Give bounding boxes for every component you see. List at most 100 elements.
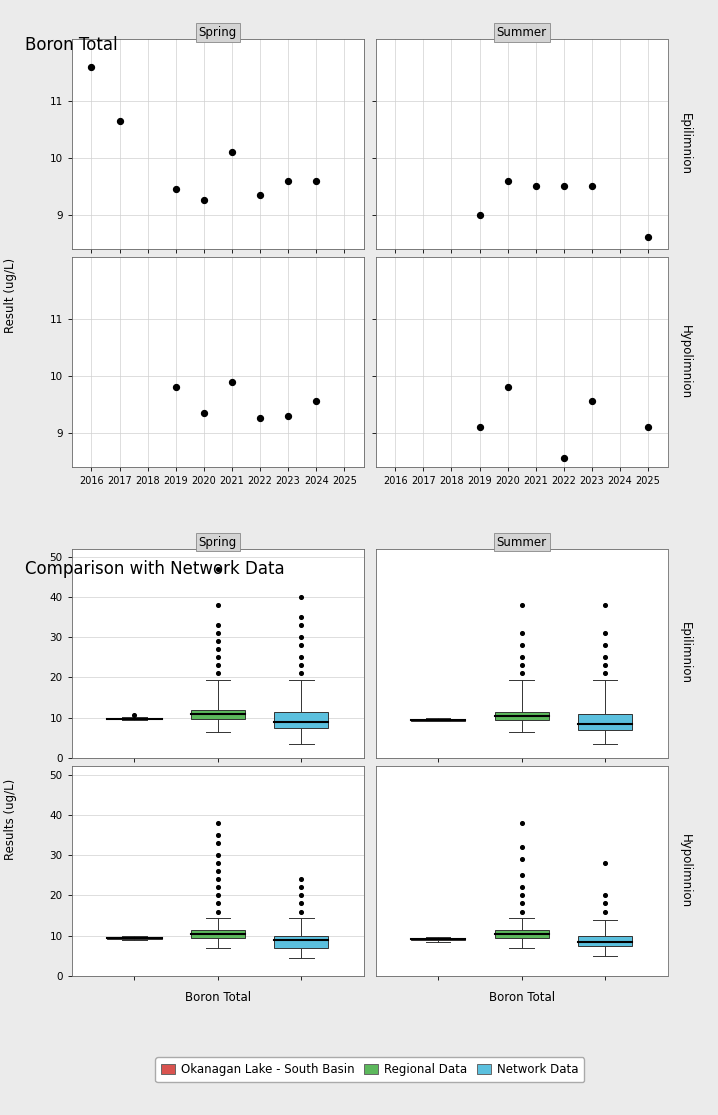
Point	[600, 597, 611, 614]
Point	[212, 624, 223, 642]
Title: Summer: Summer	[497, 535, 546, 549]
Text: Comparison with Network Data: Comparison with Network Data	[25, 560, 285, 578]
Point	[516, 851, 528, 869]
Point	[600, 886, 611, 904]
Bar	[107, 937, 162, 939]
Point	[516, 866, 528, 884]
Point	[600, 649, 611, 667]
Point	[516, 814, 528, 832]
Point	[643, 229, 654, 246]
Title: Spring: Spring	[199, 26, 237, 39]
Point	[212, 826, 223, 844]
Point	[212, 846, 223, 864]
Point	[516, 886, 528, 904]
Point	[212, 894, 223, 912]
Point	[296, 894, 307, 912]
Point	[296, 886, 307, 904]
Bar	[274, 935, 328, 948]
Point	[296, 657, 307, 675]
Y-axis label: Epilimnion: Epilimnion	[679, 622, 692, 685]
Point	[516, 649, 528, 667]
Point	[296, 746, 307, 764]
Point	[516, 879, 528, 896]
Point	[600, 854, 611, 872]
Point	[502, 378, 513, 396]
Point	[212, 834, 223, 852]
Text: Boron Total: Boron Total	[25, 36, 118, 54]
Point	[310, 172, 322, 190]
Point	[600, 665, 611, 682]
Text: Result (ug/L): Result (ug/L)	[4, 258, 17, 333]
Point	[212, 665, 223, 682]
Bar	[495, 930, 549, 938]
Point	[296, 608, 307, 626]
Point	[600, 903, 611, 921]
X-axis label: Boron Total: Boron Total	[185, 990, 251, 1004]
Point	[129, 707, 140, 725]
Point	[516, 665, 528, 682]
Y-axis label: Hypolimnion: Hypolimnion	[679, 324, 692, 399]
Point	[296, 637, 307, 655]
Point	[212, 649, 223, 667]
Point	[516, 903, 528, 921]
Legend: Okanagan Lake - South Basin, Regional Data, Network Data: Okanagan Lake - South Basin, Regional Da…	[155, 1057, 584, 1083]
Point	[502, 172, 513, 190]
Point	[310, 392, 322, 410]
Point	[600, 624, 611, 642]
Point	[114, 113, 126, 130]
Point	[296, 871, 307, 889]
Point	[212, 886, 223, 904]
Bar	[411, 938, 465, 940]
Bar	[495, 711, 549, 720]
Point	[600, 657, 611, 675]
Point	[212, 814, 223, 832]
Point	[254, 409, 266, 427]
Title: Summer: Summer	[497, 26, 546, 39]
Point	[474, 205, 485, 223]
Bar	[578, 935, 633, 946]
Point	[296, 617, 307, 634]
Point	[212, 657, 223, 675]
Point	[212, 871, 223, 889]
Bar	[411, 719, 465, 720]
Point	[516, 838, 528, 856]
Point	[516, 657, 528, 675]
Point	[516, 637, 528, 655]
Point	[530, 177, 541, 195]
Point	[643, 418, 654, 436]
Text: Results (ug/L): Results (ug/L)	[4, 779, 17, 860]
Bar	[191, 710, 245, 718]
Point	[600, 637, 611, 655]
Bar	[274, 711, 328, 728]
Point	[586, 392, 597, 410]
Point	[558, 177, 569, 195]
Point	[296, 903, 307, 921]
Y-axis label: Hypolimnion: Hypolimnion	[679, 834, 692, 909]
Point	[212, 617, 223, 634]
Point	[474, 418, 485, 436]
Point	[170, 378, 182, 396]
Point	[212, 560, 223, 578]
Point	[558, 449, 569, 467]
Point	[198, 404, 210, 421]
Point	[212, 597, 223, 614]
X-axis label: Boron Total: Boron Total	[489, 990, 555, 1004]
Point	[586, 177, 597, 195]
Title: Spring: Spring	[199, 535, 237, 549]
Bar	[578, 714, 633, 730]
Point	[296, 588, 307, 605]
Point	[296, 879, 307, 896]
Bar	[107, 718, 162, 719]
Point	[600, 894, 611, 912]
Point	[516, 597, 528, 614]
Point	[282, 407, 294, 425]
Point	[296, 628, 307, 646]
Point	[516, 624, 528, 642]
Y-axis label: Epilimnion: Epilimnion	[679, 113, 692, 175]
Point	[254, 186, 266, 204]
Point	[296, 649, 307, 667]
Point	[226, 144, 238, 162]
Point	[212, 632, 223, 650]
Point	[212, 862, 223, 880]
Bar	[191, 930, 245, 938]
